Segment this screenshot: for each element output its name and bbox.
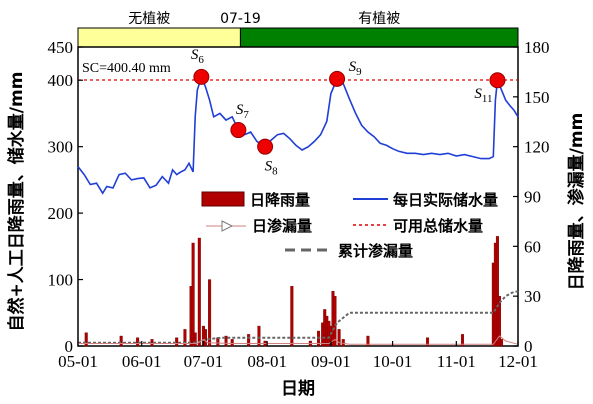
storage-point-label: S7 xyxy=(236,102,250,121)
rain-bars xyxy=(84,236,504,347)
rain-bar xyxy=(203,329,207,347)
left-tick-label: 450 xyxy=(48,38,74,57)
rain-bar xyxy=(290,286,294,347)
right-tick-label: 30 xyxy=(524,287,541,306)
storage-line xyxy=(77,74,519,195)
rain-bar xyxy=(230,339,234,347)
storage-point-label: S8 xyxy=(265,159,279,178)
storage-point-label: S11 xyxy=(474,86,492,105)
legend-rain-swatch xyxy=(201,191,245,207)
x-tick-label: 08-01 xyxy=(247,352,287,371)
rain-bar xyxy=(84,332,88,347)
storage-point-marker xyxy=(257,138,274,155)
x-tick-label: 09-01 xyxy=(311,352,351,371)
rain-bar xyxy=(333,295,337,347)
left-tick-label: 200 xyxy=(48,204,74,223)
storage-point-label: S6 xyxy=(191,47,205,66)
rain-bar xyxy=(495,236,499,347)
rain-bar xyxy=(197,237,201,347)
band-vegetation xyxy=(239,27,519,48)
x-axis: 05-01 06-01 07-01 08-01 09-01 10-01 11-01 12-01 xyxy=(58,341,538,371)
legend-cumulative-label: 累计渗漏量 xyxy=(338,242,413,260)
right-tick-label: 90 xyxy=(524,188,541,207)
rain-bar xyxy=(119,335,123,347)
left-tick-label: 300 xyxy=(48,138,74,157)
legend-seepage-marker xyxy=(221,220,234,232)
rain-bar xyxy=(497,295,501,347)
storage-point-marker xyxy=(329,70,346,87)
rain-bar xyxy=(337,329,341,347)
x-tick-label: 11-01 xyxy=(437,352,476,371)
rain-bar xyxy=(150,339,154,347)
rain-bar xyxy=(366,335,370,347)
left-axis: 0 100 200 300 400 450 xyxy=(48,38,83,356)
left-tick-label: 400 xyxy=(48,71,74,90)
capacity-annotation: SC=400.40 mm xyxy=(82,61,171,76)
rain-bar xyxy=(208,279,212,347)
x-tick-label: 07-01 xyxy=(184,352,224,371)
right-tick-label: 60 xyxy=(524,237,541,256)
band-no-vegetation xyxy=(77,27,241,48)
band-split-date-label: 07-19 xyxy=(220,11,261,27)
storage-point-marker xyxy=(489,72,506,89)
storage-point-label: S9 xyxy=(349,59,363,78)
period-bands: 无植被 有植被 07-19 xyxy=(77,11,519,48)
rain-bar xyxy=(191,242,195,347)
left-axis-title: 自然+人工日降雨量、储水量/mm xyxy=(6,72,27,332)
rain-bar xyxy=(426,337,430,347)
legend: 日降雨量 每日实际储水量 日渗漏量 可用总储水量 累计渗漏量 xyxy=(201,191,498,260)
band-vegetation-label: 有植被 xyxy=(358,11,400,27)
cumulative-seepage-line xyxy=(78,290,519,344)
right-tick-label: 0 xyxy=(524,337,533,356)
rain-bar xyxy=(247,334,251,347)
right-tick-label: 150 xyxy=(524,88,550,107)
storage-points: S6 S7 S8 S9 S11 xyxy=(191,47,506,178)
rain-bar xyxy=(224,335,228,347)
legend-capacity-label: 可用总储水量 xyxy=(393,217,483,235)
right-axis-title: 日降雨量、渗漏量/mm xyxy=(566,113,587,291)
x-tick-label: 10-01 xyxy=(373,352,413,371)
left-tick-label: 100 xyxy=(48,271,74,290)
x-axis-title: 日期 xyxy=(281,379,315,399)
legend-storage-label: 每日实际储水量 xyxy=(393,191,498,209)
rain-bar xyxy=(257,325,261,347)
rain-bar xyxy=(500,339,504,347)
storage-point-marker xyxy=(193,68,210,85)
right-axis: 0 30 60 90 120 150 180 xyxy=(513,38,550,356)
x-tick-label: 06-01 xyxy=(122,352,162,371)
rain-bar xyxy=(341,339,345,347)
left-tick-label: 0 xyxy=(65,337,74,356)
series-lines xyxy=(77,74,519,345)
legend-rain-label: 日降雨量 xyxy=(250,191,310,209)
right-tick-label: 180 xyxy=(524,38,550,57)
legend-seepage-label: 日渗漏量 xyxy=(252,217,312,235)
right-tick-label: 120 xyxy=(524,138,550,157)
storage-point-marker xyxy=(230,122,247,139)
rain-bar xyxy=(193,332,197,347)
rain-bar xyxy=(183,329,187,347)
rain-bar xyxy=(460,334,464,347)
x-tick-label: 05-01 xyxy=(58,352,98,371)
x-tick-label: 12-01 xyxy=(498,352,538,371)
daily-seepage-line xyxy=(78,335,519,345)
band-no-vegetation-label: 无植被 xyxy=(128,11,170,27)
